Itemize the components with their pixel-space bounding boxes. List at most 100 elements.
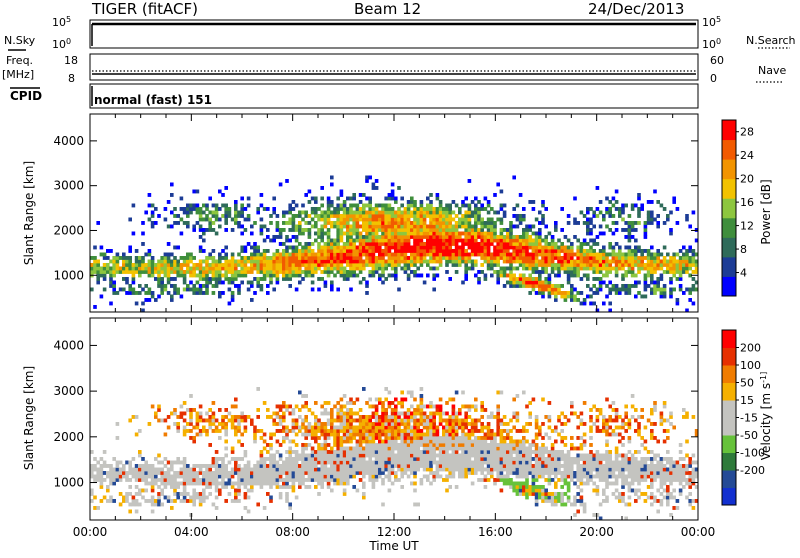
range-gate-cell bbox=[496, 454, 500, 458]
range-gate-cell bbox=[589, 302, 593, 306]
range-gate-cell bbox=[240, 246, 244, 250]
range-gate-cell bbox=[461, 405, 465, 409]
range-gate-cell bbox=[298, 471, 302, 475]
range-gate-cell bbox=[474, 249, 478, 253]
range-gate-cell bbox=[519, 454, 523, 458]
range-gate-cell bbox=[336, 228, 340, 232]
range-gate-cell bbox=[388, 204, 392, 208]
range-gate-cell bbox=[234, 200, 238, 204]
range-gate-cell bbox=[266, 415, 270, 419]
range-gate-cell bbox=[288, 263, 292, 267]
range-gate-cell bbox=[106, 485, 110, 489]
range-gate-cell bbox=[416, 211, 420, 215]
range-gate-cell bbox=[218, 218, 222, 222]
range-gate-cell bbox=[132, 471, 136, 475]
range-gate-cell bbox=[96, 263, 100, 267]
range-gate-cell bbox=[90, 267, 94, 271]
range-gate-cell bbox=[573, 298, 577, 302]
range-gate-cell bbox=[554, 284, 558, 288]
range-gate-cell bbox=[423, 214, 427, 218]
range-gate-cell bbox=[381, 429, 385, 433]
range-gate-cell bbox=[308, 429, 312, 433]
range-gate-cell bbox=[343, 221, 347, 225]
range-gate-cell bbox=[132, 204, 136, 208]
range-gate-cell bbox=[429, 426, 433, 430]
range-gate-cell bbox=[416, 461, 420, 465]
range-gate-cell bbox=[240, 419, 244, 423]
range-gate-cell bbox=[346, 218, 350, 222]
range-gate-cell bbox=[336, 436, 340, 440]
range-gate-cell bbox=[327, 204, 331, 208]
range-gate-cell bbox=[256, 260, 260, 264]
range-gate-cell bbox=[474, 263, 478, 267]
range-gate-cell bbox=[413, 454, 417, 458]
range-gate-cell bbox=[381, 221, 385, 225]
range-gate-cell bbox=[260, 471, 264, 475]
range-gate-cell bbox=[157, 454, 161, 458]
range-gate-cell bbox=[410, 214, 414, 218]
range-gate-cell bbox=[416, 256, 420, 260]
range-gate-cell bbox=[586, 218, 590, 222]
range-gate-cell bbox=[372, 183, 376, 187]
range-gate-cell bbox=[231, 281, 235, 285]
range-gate-cell bbox=[442, 447, 446, 451]
range-gate-cell bbox=[650, 246, 654, 250]
range-gate-cell bbox=[304, 429, 308, 433]
range-gate-cell bbox=[496, 263, 500, 267]
range-gate-cell bbox=[685, 249, 689, 253]
range-gate-cell bbox=[445, 263, 449, 267]
range-gate-cell bbox=[420, 461, 424, 465]
range-gate-cell bbox=[221, 464, 225, 468]
range-gate-cell bbox=[199, 263, 203, 267]
range-gate-cell bbox=[432, 419, 436, 423]
range-gate-cell bbox=[234, 260, 238, 264]
range-gate-cell bbox=[224, 256, 228, 260]
range-gate-cell bbox=[605, 260, 609, 264]
range-gate-cell bbox=[420, 429, 424, 433]
range-gate-cell bbox=[490, 232, 494, 236]
range-gate-cell bbox=[538, 284, 542, 288]
range-gate-cell bbox=[311, 225, 315, 229]
range-gate-cell bbox=[397, 429, 401, 433]
range-gate-cell bbox=[512, 485, 516, 489]
range-gate-cell bbox=[509, 447, 513, 451]
range-gate-cell bbox=[631, 274, 635, 278]
range-gate-cell bbox=[656, 288, 660, 292]
range-gate-cell bbox=[669, 260, 673, 264]
range-gate-cell bbox=[375, 433, 379, 437]
range-gate-cell bbox=[528, 242, 532, 246]
range-gate-cell bbox=[384, 246, 388, 250]
range-gate-cell bbox=[372, 274, 376, 278]
range-gate-cell bbox=[506, 447, 510, 451]
range-gate-cell bbox=[349, 270, 353, 274]
range-gate-cell bbox=[522, 239, 526, 243]
range-gate-cell bbox=[304, 249, 308, 253]
range-gate-cell bbox=[320, 485, 324, 489]
range-gate-cell bbox=[112, 284, 116, 288]
range-gate-cell bbox=[250, 478, 254, 482]
range-gate-cell bbox=[484, 408, 488, 412]
range-gate-cell bbox=[612, 260, 616, 264]
range-gate-cell bbox=[202, 464, 206, 468]
range-gate-cell bbox=[212, 412, 216, 416]
range-gate-cell bbox=[570, 274, 574, 278]
range-gate-cell bbox=[432, 274, 436, 278]
range-gate-cell bbox=[231, 253, 235, 257]
range-gate-cell bbox=[522, 274, 526, 278]
range-gate-cell bbox=[474, 468, 478, 472]
range-gate-cell bbox=[324, 447, 328, 451]
range-gate-cell bbox=[429, 440, 433, 444]
range-gate-cell bbox=[141, 457, 145, 461]
range-gate-cell bbox=[228, 214, 232, 218]
range-gate-cell bbox=[416, 267, 420, 271]
range-gate-cell bbox=[343, 232, 347, 236]
range-gate-cell bbox=[618, 211, 622, 215]
range-gate-cell bbox=[349, 433, 353, 437]
range-gate-cell bbox=[381, 443, 385, 447]
range-gate-cell bbox=[448, 468, 452, 472]
range-gate-cell bbox=[448, 207, 452, 211]
range-gate-cell bbox=[599, 284, 603, 288]
range-gate-cell bbox=[135, 475, 139, 479]
range-gate-cell bbox=[205, 204, 209, 208]
range-gate-cell bbox=[362, 419, 366, 423]
